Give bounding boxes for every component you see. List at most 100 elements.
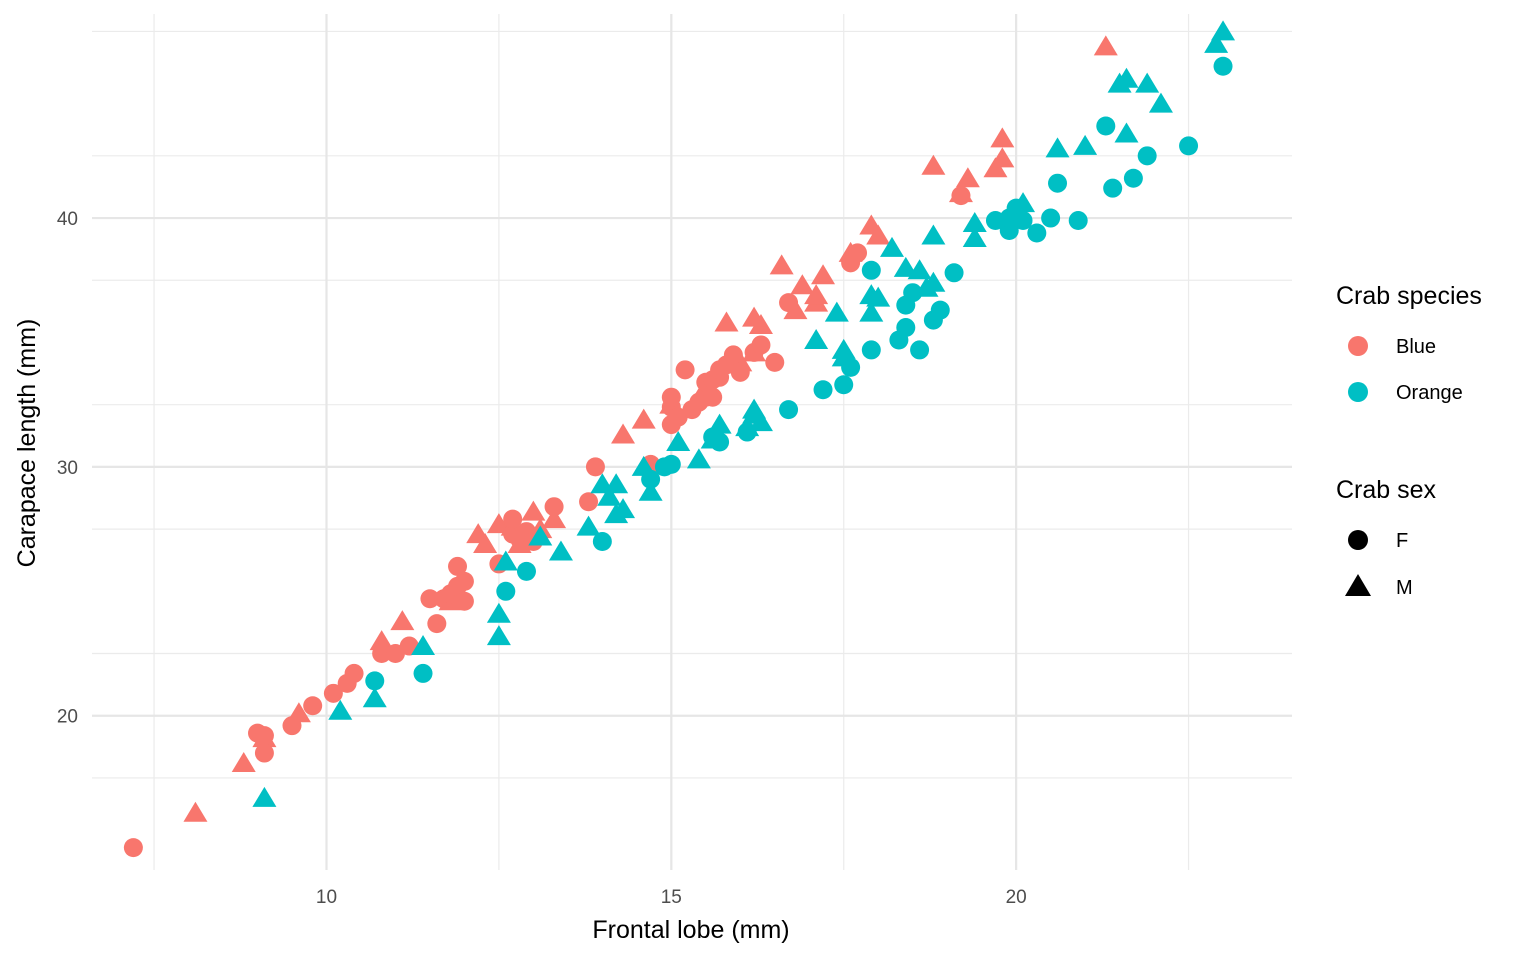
legend-orange-swatch — [1348, 382, 1368, 402]
point-orange-m — [528, 525, 553, 546]
point-blue-m — [369, 630, 394, 651]
point-orange-m — [831, 338, 856, 359]
point-orange-f — [641, 469, 661, 489]
point-orange-m — [962, 226, 987, 247]
legend-color-title: Crab species — [1336, 282, 1482, 310]
point-blue-m — [631, 408, 656, 429]
point-orange-m — [748, 411, 773, 432]
point-blue-f — [765, 352, 785, 372]
point-orange-m — [921, 224, 946, 245]
point-orange-m — [804, 328, 829, 349]
point-blue-m — [542, 508, 567, 529]
point-blue-f — [730, 362, 750, 382]
point-blue-f — [454, 591, 474, 611]
point-blue-m — [390, 610, 415, 631]
point-orange-m — [362, 687, 387, 708]
point-blue-m — [804, 284, 829, 305]
point-blue-f — [323, 683, 343, 703]
point-blue-m — [955, 167, 980, 188]
point-blue-m — [990, 147, 1015, 168]
point-orange-f — [1123, 168, 1143, 188]
point-blue-f — [448, 556, 468, 576]
point-orange-f — [516, 561, 536, 581]
point-blue-f — [344, 663, 364, 683]
point-orange-f — [903, 283, 923, 303]
point-orange-f — [1048, 173, 1068, 193]
point-blue-m — [742, 306, 767, 327]
y-tick-label: 40 — [57, 209, 78, 230]
point-blue-m — [990, 127, 1015, 148]
point-orange-f — [1096, 116, 1116, 136]
point-orange-f — [813, 380, 833, 400]
point-blue-m — [611, 423, 636, 444]
point-blue-m — [921, 154, 946, 175]
point-blue-f — [848, 243, 868, 263]
point-orange-m — [486, 625, 511, 646]
point-blue-f — [454, 571, 474, 591]
point-orange-m — [486, 602, 511, 623]
point-blue-f — [675, 360, 695, 380]
point-blue-m — [231, 752, 256, 772]
point-orange-f — [861, 340, 881, 360]
x-tick-label: 15 — [661, 887, 682, 908]
point-orange-f — [779, 400, 799, 420]
x-axis-ticks: 10 15 20 — [316, 887, 1027, 908]
point-orange-f — [834, 375, 854, 395]
point-orange-m — [866, 286, 891, 307]
point-orange-f — [930, 300, 950, 320]
point-blue-m — [1093, 35, 1118, 56]
point-orange-m — [1114, 122, 1139, 143]
x-axis-title: Frontal lobe (mm) — [592, 916, 789, 944]
point-blue-f — [503, 509, 523, 529]
point-blue-f — [751, 335, 771, 355]
point-orange-f — [661, 454, 681, 474]
point-blue-f — [254, 726, 274, 746]
point-orange-m — [638, 480, 663, 501]
point-blue-f — [427, 614, 447, 634]
legend-shape-title: Crab sex — [1336, 476, 1437, 504]
point-orange-f — [710, 432, 730, 452]
point-orange-m — [576, 515, 601, 536]
point-orange-m — [824, 301, 849, 322]
legend-male-label: M — [1396, 577, 1413, 599]
point-orange-m — [1073, 134, 1098, 155]
y-axis-title: Carapace length (mm) — [13, 319, 41, 568]
point-blue-m — [790, 274, 815, 295]
point-orange-m — [411, 635, 436, 656]
point-orange-f — [841, 357, 861, 377]
legend-blue-label: Blue — [1396, 336, 1436, 358]
point-orange-f — [896, 318, 916, 338]
legend-female-label: F — [1396, 530, 1408, 552]
point-orange-f — [1137, 146, 1157, 166]
point-orange-f — [496, 581, 516, 601]
point-blue-f — [123, 838, 143, 858]
point-orange-m — [1135, 72, 1160, 93]
point-orange-m — [328, 699, 353, 720]
point-blue-f — [303, 696, 323, 716]
point-orange-m — [666, 431, 691, 451]
point-orange-f — [1179, 136, 1199, 156]
point-orange-f — [413, 663, 433, 683]
x-tick-label: 20 — [1006, 887, 1027, 908]
point-orange-f — [592, 532, 612, 552]
point-blue-f — [544, 497, 564, 517]
point-blue-m — [714, 311, 739, 332]
point-orange-m — [604, 473, 629, 494]
point-blue-m — [769, 254, 794, 275]
point-blue-f — [723, 345, 743, 365]
point-orange-m — [1114, 67, 1139, 88]
point-orange-m — [907, 259, 932, 280]
point-orange-m — [611, 498, 636, 519]
point-orange-m — [252, 786, 277, 807]
point-orange-f — [1103, 178, 1123, 198]
point-blue-f — [254, 743, 274, 763]
legend-orange-label: Orange — [1396, 382, 1463, 404]
point-blue-f — [703, 387, 723, 407]
point-blue-f — [282, 716, 302, 736]
point-orange-m — [686, 448, 711, 469]
data-points — [123, 20, 1236, 858]
y-axis-ticks: 20 30 40 — [57, 209, 78, 728]
point-orange-f — [910, 340, 930, 360]
point-blue-f — [951, 186, 971, 206]
